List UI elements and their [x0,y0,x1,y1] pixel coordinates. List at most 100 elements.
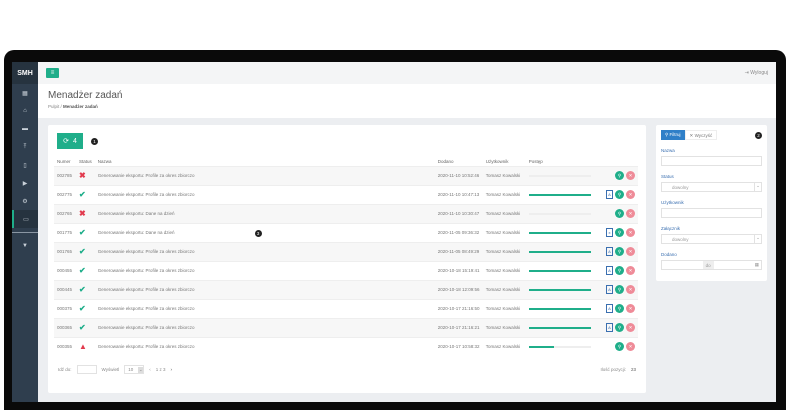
pdf-file-icon[interactable]: A [606,285,613,294]
cell-uzytkownik: Tomasz Kowalski [482,260,526,280]
progress-bar [528,174,591,177]
logout-link[interactable]: ⇥ Wyloguj [745,70,768,76]
pdf-file-icon[interactable]: A [606,247,613,256]
attachment-select[interactable]: dowolny ⌄ [661,234,762,244]
refresh-button[interactable]: ⟳ 4 [57,133,83,149]
col-nazwa[interactable]: Nazwa [97,159,112,165]
chevron-down-icon: ⌄ [138,366,144,373]
breadcrumb: Pulpit / Menadżer zadań [48,104,98,109]
table-row[interactable]: 000365 ✔ Generowanie eksportu: Profile z… [54,317,638,337]
cell-nazwa: Generowanie eksportu: Profile za okres z… [94,241,435,261]
cell-numer: 002775 [54,184,76,204]
sidebar-item-bank[interactable]: ⌂ [12,102,38,120]
cell-actions: A ⚲ ✕ [596,298,638,318]
cell-actions: ⚲ ✕ [596,336,638,356]
user-input[interactable] [661,208,762,218]
prev-page-icon[interactable]: ‹ [149,367,151,372]
menu-toggle-button[interactable]: ≡ [46,68,59,78]
cell-nazwa: Generowanie eksportu: Profile za okres z… [94,184,435,204]
calendar-icon[interactable]: ▦ [754,262,759,267]
cell-nazwa: Generowanie eksportu: Profile za okres z… [94,336,435,356]
cell-postep [525,241,596,261]
preview-button[interactable]: ⚲ [615,266,624,275]
cell-dodano: 2020-10-17 21:16:50 [434,298,483,318]
sidebar-item-mobile[interactable]: ▯ [12,156,38,174]
col-dodano[interactable]: Dodano [437,159,454,165]
sidebar-item-folder[interactable]: ▬ [12,120,38,138]
delete-button[interactable]: ✕ [626,209,635,218]
progress-bar [528,231,591,234]
filter-button[interactable]: ⚲ Filtruj [661,130,685,140]
delete-button[interactable]: ✕ [626,247,635,256]
cell-dodano: 2020-11-10 10:47:13 [434,184,483,204]
table-row[interactable]: 000355 ▲ Generowanie eksportu: Profile z… [54,336,638,356]
delete-button[interactable]: ✕ [626,342,635,352]
table-row[interactable]: 000445 ✔ Generowanie eksportu: Profile z… [54,279,638,299]
delete-button[interactable]: ✕ [626,285,635,294]
delete-button[interactable]: ✕ [626,304,635,313]
col-status[interactable]: Status [79,159,92,165]
table-row[interactable]: 002785 ✖ Generowanie eksportu: Profile z… [54,165,638,185]
sidebar-item-monitor[interactable]: ▭ [12,210,38,228]
clear-button[interactable]: ✕ Wyczyść [684,130,718,140]
pdf-file-icon[interactable]: A [606,304,613,313]
preview-button[interactable]: ⚲ [615,171,624,180]
cell-actions: A ⚲ ✕ [596,260,638,280]
progress-bar [528,212,591,215]
cell-dodano: 2020-11-05 09:36:32 [434,222,483,242]
cell-status: ✔ [76,260,95,280]
cell-status: ✔ [76,279,95,299]
sidebar-item-dashboard[interactable]: ▦ [12,84,38,102]
next-page-icon[interactable]: › [170,367,173,372]
cell-status: ✔ [76,241,95,261]
status-select[interactable]: dowolny ⌄ [661,182,762,192]
table-row[interactable]: 000375 ✔ Generowanie eksportu: Profile z… [54,298,638,318]
xls-file-icon[interactable]: x [606,228,613,237]
table-row[interactable]: 001775 ✔ Generowanie eksportu: Dane na d… [54,222,638,242]
brand-logo: SMH [12,62,38,84]
breadcrumb-home[interactable]: Pulpit [48,104,60,109]
sidebar-item-gear[interactable]: ⚙ [12,192,38,210]
table-row[interactable]: 002765 ✖ Generowanie eksportu: Dane na d… [54,203,638,223]
preview-button[interactable]: ⚲ [615,228,624,237]
delete-button[interactable]: ✕ [626,323,635,332]
preview-button[interactable]: ⚲ [615,190,624,199]
per-page-select[interactable]: 10 ⌄ [124,365,145,374]
cell-nazwa: Generowanie eksportu: Profile za okres z… [94,298,435,318]
pdf-file-icon[interactable]: A [606,190,613,199]
preview-button[interactable]: ⚲ [615,304,624,313]
delete-button[interactable]: ✕ [626,266,635,275]
col-postep[interactable]: Postęp [528,159,543,165]
delete-button[interactable]: ✕ [626,228,635,237]
name-label: Nazwa [661,148,675,153]
goto-page-input[interactable] [76,365,97,374]
preview-button[interactable]: ⚲ [615,247,624,256]
show-label: Wyświetl [101,367,120,372]
pdf-file-icon[interactable]: A [606,266,613,275]
preview-button[interactable]: ⚲ [615,323,624,332]
name-input[interactable] [661,156,762,166]
pdf-file-icon[interactable]: A [606,323,613,332]
delete-button[interactable]: ✕ [626,171,635,180]
cell-uzytkownik: Tomasz Kowalski [482,165,526,185]
col-numer[interactable]: Numer [57,159,71,165]
progress-bar [528,307,591,310]
cell-actions: ⚲ ✕ [596,165,638,185]
delete-button[interactable]: ✕ [626,190,635,199]
refresh-count: 4 [72,137,77,145]
table-row[interactable]: 000455 ✔ Generowanie eksportu: Profile z… [54,260,638,280]
preview-button[interactable]: ⚲ [615,342,624,352]
user-label: Użytkownik [661,200,684,205]
table-row[interactable]: 001765 ✔ Generowanie eksportu: Profile z… [54,241,638,261]
sidebar-item-filter[interactable]: ▼ [12,237,38,255]
col-uzytkownik[interactable]: Użytkownik [485,159,509,165]
cell-postep [525,317,596,337]
preview-button[interactable]: ⚲ [615,285,624,294]
sidebar: SMH ▦ ⌂ ▬ ⤒ ▯ ▶ ⚙ ▭ ▼ [12,62,38,402]
sidebar-item-video[interactable]: ▶ [12,174,38,192]
cell-numer: 001775 [54,222,76,242]
preview-button[interactable]: ⚲ [615,209,624,218]
warning-icon: ▲ [79,342,87,352]
sidebar-item-upload[interactable]: ⤒ [12,138,38,156]
table-row[interactable]: 002775 ✔ Generowanie eksportu: Profile z… [54,184,638,204]
